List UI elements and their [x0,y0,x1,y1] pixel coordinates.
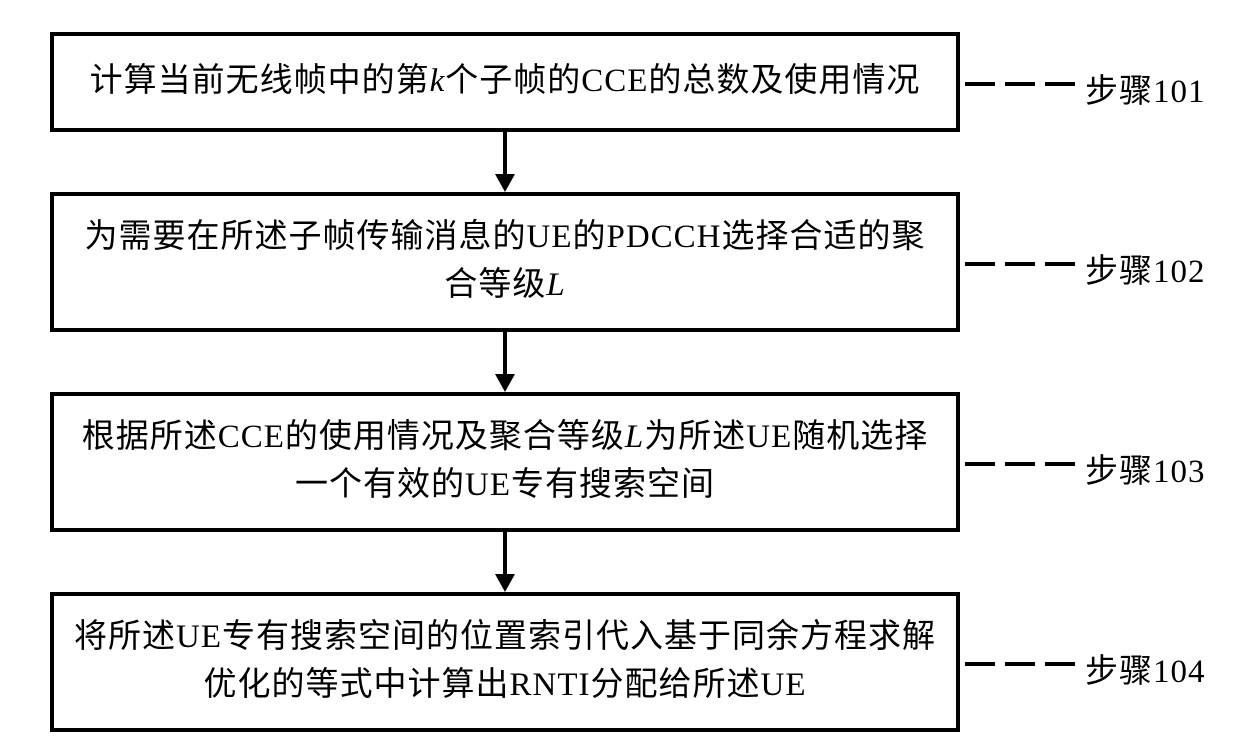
step-label-step101: 步骤101 [1085,64,1206,112]
arrow-line [503,132,507,174]
arrow-line [503,332,507,374]
leader-dash [965,662,995,666]
arrow-head-icon [495,374,515,392]
step-label-step103: 步骤103 [1085,444,1206,492]
leader-dash [1045,82,1075,86]
leader-dash [1045,662,1075,666]
leader-dash [1045,262,1075,266]
leader-dash [965,462,995,466]
flow-node-text: 将所述UE专有搜索空间的位置索引代入基于同余方程求解优化的等式中计算出RNTI分… [72,614,938,710]
arrow-head-icon [495,174,515,192]
flow-node-step103: 根据所述CCE的使用情况及聚合等级L为所述UE随机选择一个有效的UE专有搜索空间 [50,392,960,532]
flow-node-step104: 将所述UE专有搜索空间的位置索引代入基于同余方程求解优化的等式中计算出RNTI分… [50,592,960,732]
arrow-line [503,532,507,574]
step-label-step104: 步骤104 [1085,644,1206,692]
flow-node-text: 计算当前无线帧中的第k个子帧的CCE的总数及使用情况 [90,58,921,106]
leader-dash [1005,82,1035,86]
flow-node-step101: 计算当前无线帧中的第k个子帧的CCE的总数及使用情况 [50,32,960,132]
leader-dash [1045,462,1075,466]
leader-dash [1005,462,1035,466]
leader-dash [965,262,995,266]
flowchart-canvas: 计算当前无线帧中的第k个子帧的CCE的总数及使用情况 步骤101 为需要在所述子帧传… [0,0,1240,751]
step-label-step102: 步骤102 [1085,244,1206,292]
leader-dash [965,82,995,86]
arrow-head-icon [495,574,515,592]
leader-dash [1005,662,1035,666]
flow-node-text: 根据所述CCE的使用情况及聚合等级L为所述UE随机选择一个有效的UE专有搜索空间 [72,414,938,510]
flow-node-step102: 为需要在所述子帧传输消息的UE的PDCCH选择合适的聚合等级L [50,192,960,332]
leader-dash [1005,262,1035,266]
flow-node-text: 为需要在所述子帧传输消息的UE的PDCCH选择合适的聚合等级L [72,214,938,310]
